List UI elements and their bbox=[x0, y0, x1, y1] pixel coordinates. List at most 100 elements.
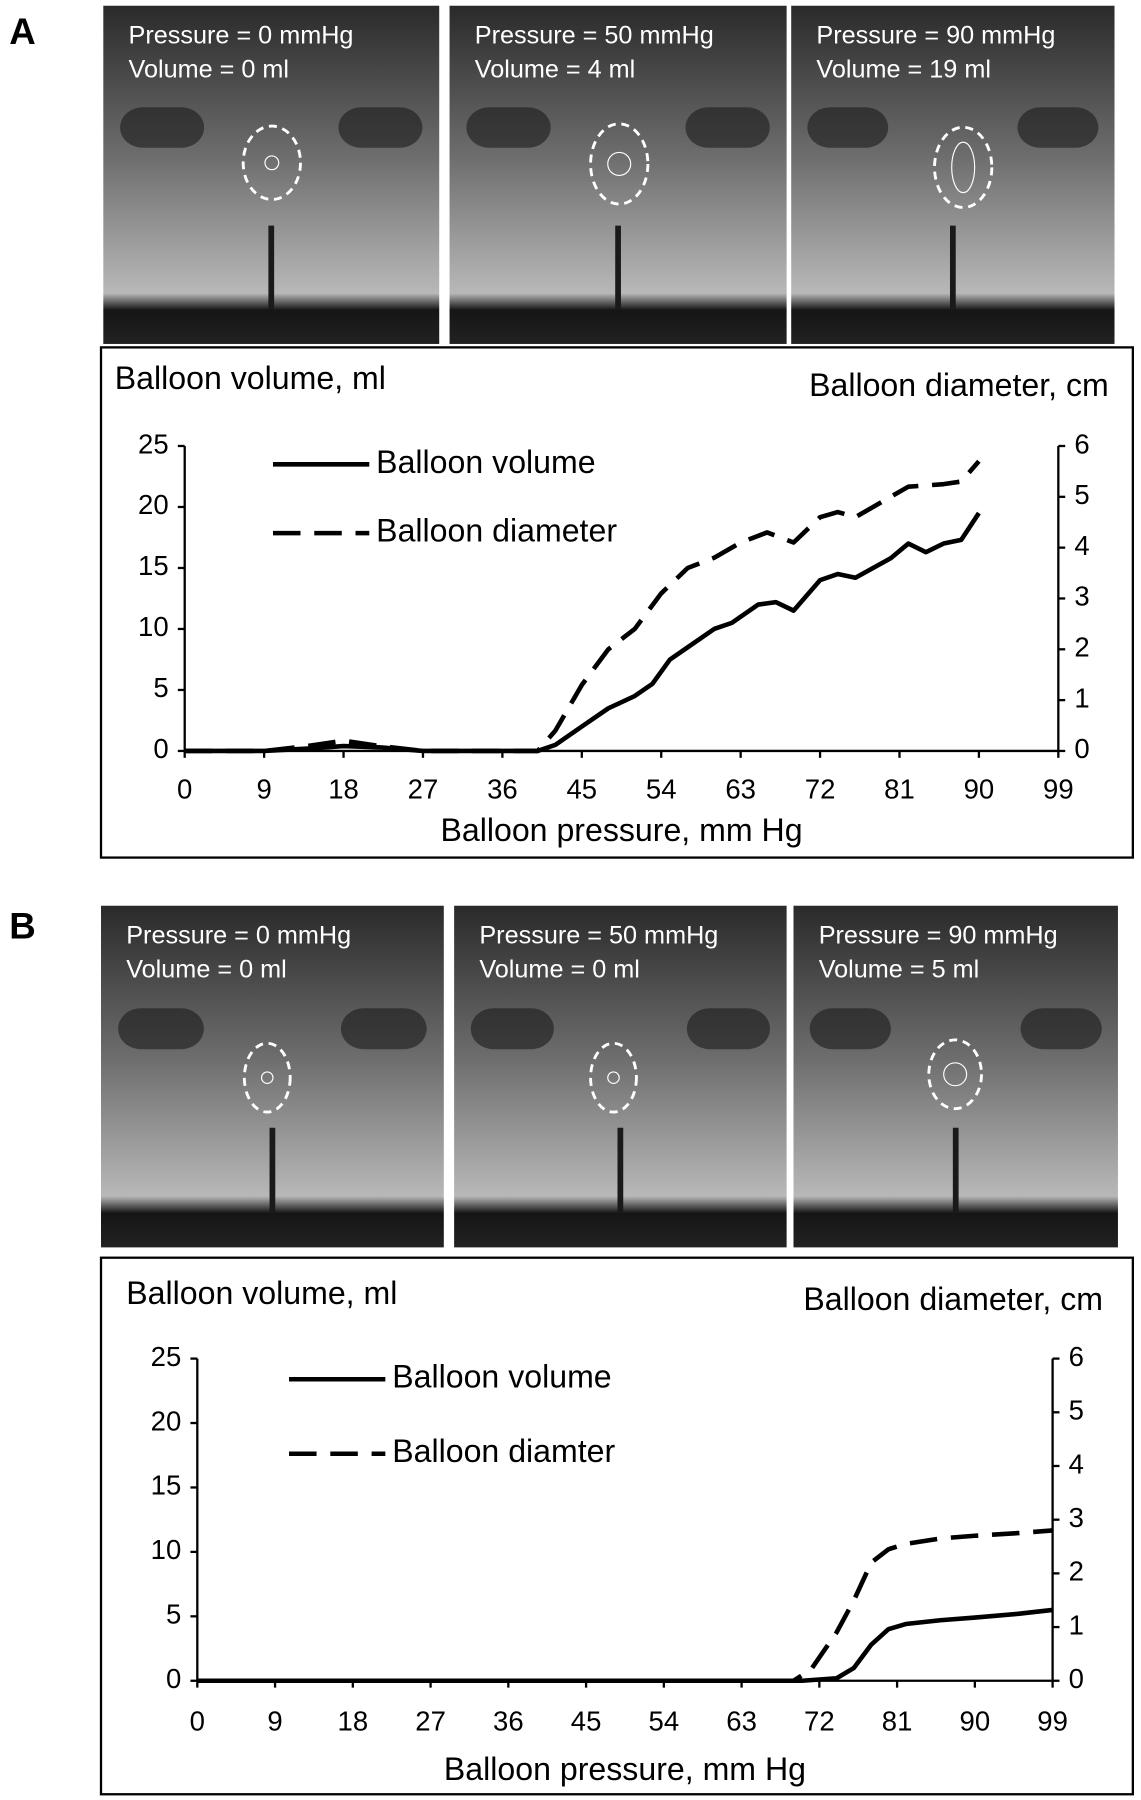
image-caption: Volume = 0 ml bbox=[126, 956, 287, 984]
x-tick-label: 45 bbox=[571, 1705, 602, 1736]
x-tick-label: 0 bbox=[177, 773, 192, 804]
image-caption: Volume = 5 ml bbox=[819, 956, 980, 984]
y2-tick-label: 1 bbox=[1069, 1609, 1084, 1640]
x-tick-label: 72 bbox=[804, 1705, 835, 1736]
y-tick-label: 25 bbox=[151, 1341, 182, 1372]
x-tick-label: 63 bbox=[726, 1705, 757, 1736]
image-shade bbox=[338, 107, 423, 148]
series-line bbox=[184, 511, 981, 754]
x-tick-label: 36 bbox=[493, 1705, 524, 1736]
y2-tick-label: 5 bbox=[1069, 1395, 1084, 1426]
series-line bbox=[184, 459, 981, 754]
x-tick-label: 0 bbox=[190, 1705, 205, 1736]
panel-label: A bbox=[9, 11, 35, 52]
y-tick-label: 0 bbox=[153, 733, 168, 764]
x-tick-label: 54 bbox=[646, 773, 677, 804]
balloon bbox=[943, 1062, 968, 1087]
y-tick-label: 5 bbox=[153, 672, 168, 703]
x-tick-label: 81 bbox=[884, 773, 915, 804]
image-caption: Volume = 19 ml bbox=[816, 56, 991, 84]
image-shade bbox=[470, 1008, 554, 1050]
legend-label: Balloon volume bbox=[392, 1359, 611, 1395]
image-shade bbox=[466, 107, 551, 148]
y2-tick-label: 4 bbox=[1069, 1448, 1084, 1479]
x-tick-label: 90 bbox=[960, 1705, 991, 1736]
x-tick-label: 99 bbox=[1037, 1705, 1068, 1736]
y2-tick-label: 1 bbox=[1074, 682, 1089, 713]
balloon-outline bbox=[933, 125, 994, 209]
y2-tick-label: 0 bbox=[1074, 733, 1089, 764]
x-tick-label: 99 bbox=[1043, 773, 1074, 804]
x-tick-label: 45 bbox=[567, 773, 598, 804]
balloon bbox=[951, 141, 976, 194]
x-tick-label: 36 bbox=[487, 773, 518, 804]
y-tick-label: 15 bbox=[151, 1470, 182, 1501]
series-line bbox=[197, 1528, 1053, 1684]
balloon bbox=[260, 1071, 274, 1085]
y-tick-label: 25 bbox=[138, 428, 169, 459]
y-tick-label: 10 bbox=[151, 1534, 182, 1565]
balloon bbox=[607, 1071, 620, 1085]
y2-tick-label: 3 bbox=[1074, 581, 1089, 612]
chart-frame bbox=[99, 1256, 1135, 1796]
y-tick-label: 0 bbox=[166, 1663, 181, 1694]
y2-tick-label: 3 bbox=[1069, 1502, 1084, 1533]
balloon-outline bbox=[241, 124, 302, 201]
image-shade bbox=[685, 107, 770, 148]
y-tick-label: 15 bbox=[138, 550, 169, 581]
x-tick-label: 27 bbox=[408, 773, 439, 804]
image-caption: Volume = 0 ml bbox=[479, 956, 640, 984]
x-tick-label: 90 bbox=[964, 773, 995, 804]
panel-label: B bbox=[9, 905, 35, 946]
x-tick-label: 81 bbox=[882, 1705, 913, 1736]
image-shade bbox=[809, 1008, 891, 1050]
x-tick-label: 18 bbox=[338, 1705, 369, 1736]
image-caption: Pressure = 50 mmHg bbox=[479, 921, 718, 949]
legend-label: Balloon volume bbox=[376, 444, 595, 480]
image-caption: Volume = 0 ml bbox=[129, 56, 290, 84]
balloon-outline bbox=[589, 1041, 638, 1114]
image-caption: Pressure = 50 mmHg bbox=[475, 21, 714, 49]
legend-label: Balloon diamter bbox=[392, 1433, 615, 1469]
y2-tick-label: 2 bbox=[1069, 1556, 1084, 1587]
y-tick-label: 20 bbox=[151, 1405, 182, 1436]
image-caption: Pressure = 90 mmHg bbox=[819, 921, 1058, 949]
x-tick-label: 27 bbox=[415, 1705, 446, 1736]
chart-frame bbox=[99, 346, 1135, 859]
image-caption: Volume = 4 ml bbox=[475, 56, 636, 84]
balloon-outline bbox=[242, 1041, 292, 1114]
y-tick-label: 10 bbox=[138, 611, 169, 642]
y2-tick-label: 2 bbox=[1074, 632, 1089, 663]
y2-axis-title: Balloon diameter, cm bbox=[809, 367, 1109, 403]
x-tick-label: 18 bbox=[328, 773, 359, 804]
x-tick-label: 9 bbox=[267, 1705, 282, 1736]
image-caption: Pressure = 90 mmHg bbox=[816, 21, 1055, 49]
image-shade bbox=[118, 1008, 204, 1050]
x-tick-label: 72 bbox=[805, 773, 836, 804]
y-axis-title: Balloon volume, ml bbox=[115, 360, 386, 396]
x-tick-label: 54 bbox=[649, 1705, 680, 1736]
x-axis-title: Balloon pressure, mm Hg bbox=[440, 812, 802, 848]
y-axis-title: Balloon volume, ml bbox=[126, 1275, 397, 1311]
series-line bbox=[197, 1607, 1053, 1684]
image-shade bbox=[807, 107, 889, 148]
y-tick-label: 5 bbox=[166, 1599, 181, 1630]
x-tick-label: 9 bbox=[256, 773, 271, 804]
y2-tick-label: 4 bbox=[1074, 530, 1089, 561]
balloon bbox=[264, 155, 280, 171]
image-caption: Pressure = 0 mmHg bbox=[129, 21, 354, 49]
y-tick-label: 20 bbox=[138, 489, 169, 520]
image-shade bbox=[340, 1008, 427, 1050]
image-shade bbox=[1020, 1008, 1102, 1050]
y2-tick-label: 0 bbox=[1069, 1663, 1084, 1694]
image-caption: Pressure = 0 mmHg bbox=[126, 921, 351, 949]
image-shade bbox=[1017, 107, 1099, 148]
legend-label: Balloon diameter bbox=[376, 513, 617, 549]
y2-tick-label: 6 bbox=[1069, 1341, 1084, 1372]
y2-tick-label: 6 bbox=[1074, 428, 1089, 459]
image-shade bbox=[686, 1008, 770, 1050]
image-shade bbox=[120, 107, 205, 148]
x-axis-title: Balloon pressure, mm Hg bbox=[444, 1751, 806, 1787]
y2-tick-label: 5 bbox=[1074, 479, 1089, 510]
